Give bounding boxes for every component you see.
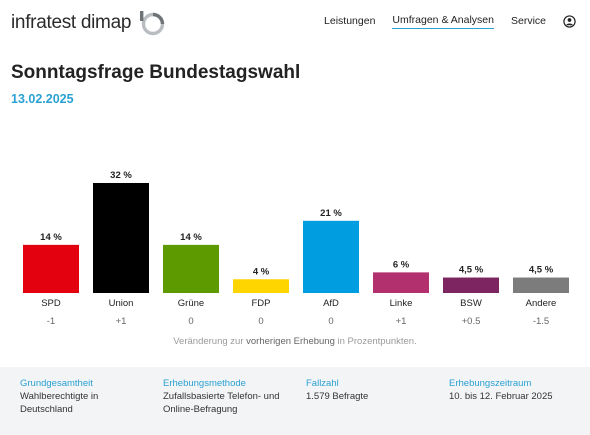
- info-erhebungsmethode: Erhebungsmethode Zufallsbasierte Telefon…: [163, 377, 280, 416]
- bar-fdp: [233, 279, 289, 293]
- category-label-linke: Linke: [390, 298, 413, 309]
- logo-mark-icon: [140, 11, 165, 36]
- survey-info-footer: Grundgesamtheit Wahlberechtigte in Deuts…: [0, 367, 590, 435]
- info-value: Wahlberechtigte in Deutschland: [20, 391, 99, 415]
- category-label-afd: AfD: [323, 298, 339, 309]
- logo[interactable]: infratest dimap: [11, 9, 166, 37]
- sonntagsfrage-bar-chart: 14 % SPD -1 32 % Union +1 14 % Grüne 0 4 % FDP 0 21 …: [23, 170, 569, 327]
- change-note: Veränderung zur vorherigen Erhebung in P…: [0, 336, 590, 347]
- value-label-grüne: 14 %: [180, 232, 202, 243]
- info-value: 10. bis 12. Februar 2025: [449, 391, 553, 402]
- category-label-fdp: FDP: [252, 298, 271, 309]
- user-circle-icon[interactable]: [563, 15, 576, 28]
- category-label-andere: Andere: [526, 298, 557, 309]
- value-label-linke: 6 %: [393, 259, 410, 270]
- change-label-bsw: +0.5: [462, 316, 481, 327]
- change-label-grüne: 0: [188, 316, 193, 327]
- bar-bsw: [443, 277, 499, 293]
- category-label-grüne: Grüne: [178, 298, 204, 309]
- change-label-linke: +1: [396, 316, 407, 327]
- value-label-union: 32 %: [110, 170, 132, 181]
- logo-text: infratest dimap: [11, 12, 132, 33]
- change-label-afd: 0: [328, 316, 333, 327]
- info-label: Erhebungsmethode: [163, 378, 246, 389]
- change-note-text: Veränderung zur: [173, 336, 247, 347]
- info-fallzahl: Fallzahl 1.579 Befragte: [306, 377, 368, 403]
- previous-survey-link[interactable]: vorherigen Erhebung: [246, 336, 335, 347]
- info-erhebungszeitraum: Erhebungszeitraum 10. bis 12. Februar 20…: [449, 377, 553, 403]
- change-note-end: in Prozentpunkten.: [334, 336, 417, 347]
- bar-andere: [513, 277, 569, 293]
- value-label-bsw: 4,5 %: [459, 265, 484, 276]
- value-label-fdp: 4 %: [253, 266, 270, 277]
- value-label-spd: 14 %: [40, 232, 62, 243]
- nav-umfragen-analysen[interactable]: Umfragen & Analysen: [392, 14, 494, 29]
- bar-grüne: [163, 244, 219, 293]
- survey-date: 13.02.2025: [11, 92, 74, 106]
- change-label-andere: -1.5: [533, 316, 549, 327]
- category-label-union: Union: [109, 298, 134, 309]
- page-title: Sonntagsfrage Bundestagswahl: [11, 62, 301, 83]
- change-label-spd: -1: [47, 316, 55, 327]
- bar-union: [93, 183, 149, 293]
- info-label: Grundgesamtheit: [20, 378, 93, 389]
- nav-service[interactable]: Service: [510, 14, 546, 27]
- site-header: infratest dimap Leistungen Umfragen & An…: [0, 0, 590, 44]
- bar-afd: [303, 220, 359, 293]
- main-nav: Leistungen Umfragen & Analysen Service: [307, 14, 576, 29]
- info-label: Fallzahl: [306, 378, 339, 389]
- info-value: 1.579 Befragte: [306, 391, 369, 402]
- info-grundgesamtheit: Grundgesamtheit Wahlberechtigte in Deuts…: [20, 377, 98, 416]
- category-label-spd: SPD: [41, 298, 61, 309]
- value-label-afd: 21 %: [320, 208, 342, 219]
- change-label-fdp: 0: [258, 316, 263, 327]
- bar-linke: [373, 272, 429, 293]
- info-label: Erhebungszeitraum: [449, 378, 532, 389]
- value-label-andere: 4,5 %: [529, 265, 554, 276]
- info-value: Zufallsbasierte Telefon- und Online-Befr…: [163, 391, 280, 415]
- category-label-bsw: BSW: [460, 298, 482, 309]
- nav-leistungen[interactable]: Leistungen: [324, 14, 376, 27]
- bar-spd: [23, 244, 79, 293]
- change-label-union: +1: [116, 316, 127, 327]
